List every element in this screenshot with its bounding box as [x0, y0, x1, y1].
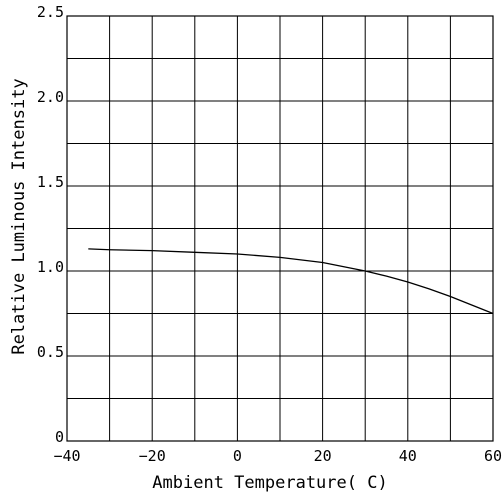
x-tick-labels: −40 −20 0 20 40 60 — [53, 447, 502, 465]
y-tick-label: 1.5 — [37, 173, 64, 191]
x-tick-label: −20 — [139, 447, 166, 465]
y-tick-label: 0.5 — [37, 343, 64, 361]
y-tick-label: 0 — [55, 428, 64, 446]
x-tick-label: 60 — [484, 447, 502, 465]
y-tick-label: 1.0 — [37, 258, 64, 276]
y-tick-label: 2.0 — [37, 88, 64, 106]
x-tick-label: 0 — [233, 447, 242, 465]
x-axis-label: Ambient Temperature( C) — [152, 473, 387, 493]
grid — [67, 16, 493, 441]
y-tick-label: 2.5 — [37, 3, 64, 21]
y-tick-labels: 0 0.5 1.0 1.5 2.0 2.5 — [37, 3, 64, 446]
x-tick-label: −40 — [53, 447, 80, 465]
x-tick-label: 20 — [314, 447, 332, 465]
series-group — [88, 248, 494, 315]
plot-frame — [66, 15, 494, 442]
series-line — [88, 248, 494, 315]
x-tick-label: 40 — [399, 447, 417, 465]
y-axis-label: Relative Luminous Intensity — [9, 78, 29, 354]
